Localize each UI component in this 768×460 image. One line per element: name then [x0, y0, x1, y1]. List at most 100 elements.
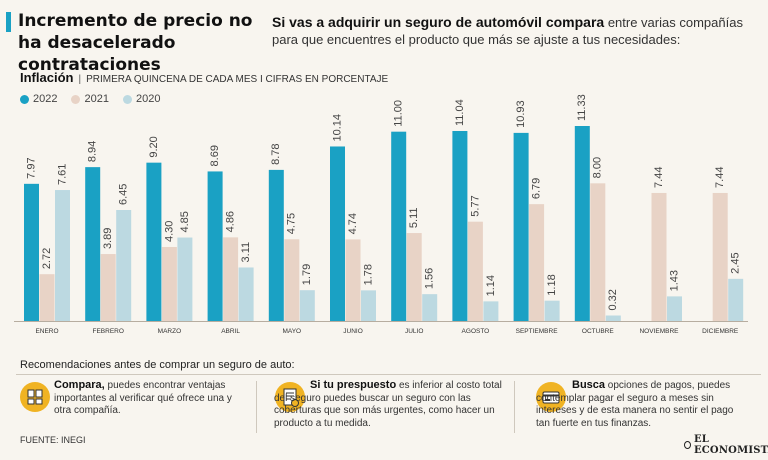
bar-2022-junio	[330, 146, 345, 321]
data-label-2022-agosto: 11.04	[454, 99, 466, 126]
chart-heading: Inflación | PRIMERA QUINCENA DE CADA MES I…	[20, 70, 388, 85]
data-label-2022-febrero: 8.94	[87, 141, 99, 162]
intro-bold: Si vas a adquirir un seguro de automóvil…	[272, 14, 605, 30]
data-label-2021-julio: 5.11	[408, 207, 420, 228]
data-label-2020-agosto: 1.14	[485, 275, 497, 296]
data-label-2022-enero: 7.97	[25, 157, 37, 178]
chart-title: Inflación	[20, 70, 74, 85]
data-label-2022-septiembre: 10.93	[515, 100, 527, 128]
card-icon	[536, 382, 566, 412]
data-label-2020-marzo: 4.85	[179, 211, 191, 232]
x-tick-label-marzo: MARZO	[158, 328, 181, 335]
data-label-2020-julio: 1.56	[424, 268, 436, 289]
bar-2021-diciembre	[712, 192, 728, 321]
bar-2021-enero	[39, 274, 55, 321]
bar-2020-julio	[422, 294, 438, 321]
recommendations-divider	[16, 374, 761, 375]
brand-logo: EL ECONOMISTA	[684, 434, 768, 456]
x-tick-label-mayo: MAYO	[282, 328, 301, 335]
data-label-2021-noviembre: 7.44	[653, 167, 665, 188]
data-label-2021-mayo: 4.75	[286, 213, 298, 234]
brand-mark-icon	[684, 441, 691, 449]
bar-2020-agosto	[483, 301, 499, 321]
tip-payment-text: opciones de pagos, puedes contemplar pag…	[536, 380, 734, 429]
x-tick-label-septiembre: SEPTIEMBRE	[516, 328, 559, 335]
bar-2021-noviembre	[651, 192, 667, 321]
chart-legend: 2022 2021 2020	[20, 93, 174, 105]
data-label-2022-marzo: 9.20	[148, 136, 160, 157]
x-tick-label-junio: JUNIO	[343, 328, 363, 335]
bar-2021-mayo	[284, 239, 300, 321]
compare-icon	[20, 382, 50, 412]
bar-2020-enero	[55, 190, 70, 321]
data-label-2021-abril: 4.86	[225, 211, 237, 232]
data-label-2021-marzo: 4.30	[163, 221, 175, 242]
bar-2021-febrero	[100, 254, 116, 321]
data-label-2020-septiembre: 1.18	[546, 274, 558, 295]
intro-text: Si vas a adquirir un seguro de automóvil…	[272, 14, 752, 48]
headline-accent-bar	[6, 12, 11, 32]
bar-2020-diciembre	[728, 278, 744, 321]
legend-swatch-2020	[122, 94, 132, 104]
legend-item-2020: 2020	[122, 93, 161, 105]
legend-label-2021: 2021	[84, 93, 109, 105]
data-label-2022-mayo: 8.78	[270, 143, 282, 164]
tip-separator-2	[514, 381, 515, 433]
tip-budget-text: es inferior al costo total del seguro pu…	[274, 380, 502, 429]
bar-2022-marzo	[146, 162, 162, 321]
bar-2022-abril	[207, 171, 223, 321]
data-label-2020-octubre: 0.32	[607, 289, 619, 310]
data-label-2021-agosto: 5.77	[469, 195, 481, 216]
tip-compare-text: puedes encontrar ventajas importantes al…	[54, 380, 232, 416]
tip-budget-bold: Si tu prespuesto	[310, 379, 397, 391]
legend-label-2022: 2022	[33, 93, 58, 105]
data-label-2020-enero: 7.61	[56, 164, 68, 185]
data-label-2020-febrero: 6.45	[118, 184, 130, 205]
tip-payment: Busca opciones de pagos, puedes contempl…	[536, 379, 750, 430]
bar-2021-septiembre	[529, 204, 545, 321]
bar-2022-octubre	[574, 126, 590, 321]
budget-icon	[275, 382, 305, 412]
legend-item-2021: 2021	[71, 93, 109, 105]
source-note: FUENTE: INEGI	[20, 435, 86, 445]
x-tick-label-julio: JULIO	[405, 328, 423, 335]
x-tick-label-enero: ENERO	[35, 328, 58, 335]
brand-name: EL ECONOMISTA	[693, 434, 768, 456]
recommendations-panel: Recomendaciones antes de comprar un segu…	[0, 351, 768, 460]
bar-2021-agosto	[467, 221, 483, 321]
bar-2020-junio	[361, 290, 376, 321]
bar-2022-febrero	[85, 167, 101, 321]
data-label-2020-noviembre: 1.43	[668, 270, 680, 291]
tip-compare-bold: Compara,	[54, 379, 105, 391]
inflation-bar-chart: 7.97 2.72 7.61 ENERO 8.94 3.89 6.45 FEBRERO 9.20…	[14, 94, 748, 335]
bar-2020-octubre	[605, 315, 621, 321]
bar-2021-marzo	[161, 246, 177, 321]
bar-2021-octubre	[590, 183, 606, 321]
data-label-2020-abril: 3.11	[240, 242, 252, 263]
bar-2020-marzo	[177, 237, 193, 321]
legend-swatch-2022	[20, 94, 29, 104]
bar-2020-abril	[238, 267, 254, 321]
bar-2022-enero	[24, 183, 39, 321]
tip-budget: Si tu prespuesto es inferior al costo to…	[274, 379, 502, 430]
bar-2022-agosto	[452, 130, 468, 321]
data-label-2021-enero: 2.72	[41, 248, 53, 269]
data-label-2020-diciembre: 2.45	[730, 252, 742, 273]
x-tick-label-diciembre: DICIEMBRE	[702, 328, 739, 335]
x-tick-label-octubre: OCTUBRE	[582, 328, 614, 335]
legend-item-2022: 2022	[20, 93, 57, 105]
data-label-2021-junio: 4.74	[347, 213, 359, 234]
tip-compare: Compara, puedes encontrar ventajas impor…	[54, 379, 240, 418]
data-label-2022-abril: 8.69	[209, 145, 221, 166]
data-label-2022-junio: 10.14	[331, 114, 343, 142]
data-label-2020-mayo: 1.79	[301, 264, 313, 285]
bar-2020-mayo	[299, 290, 315, 321]
legend-label-2020: 2020	[135, 93, 161, 105]
data-label-2021-diciembre: 7.44	[714, 167, 726, 188]
bar-2020-noviembre	[667, 296, 682, 321]
bar-2022-septiembre	[513, 132, 529, 321]
bar-2021-julio	[406, 233, 422, 321]
x-tick-label-abril: ABRIL	[221, 328, 240, 335]
headline: Incremento de precio no ha desacelerado …	[18, 11, 253, 75]
tip-separator-1	[256, 381, 257, 433]
